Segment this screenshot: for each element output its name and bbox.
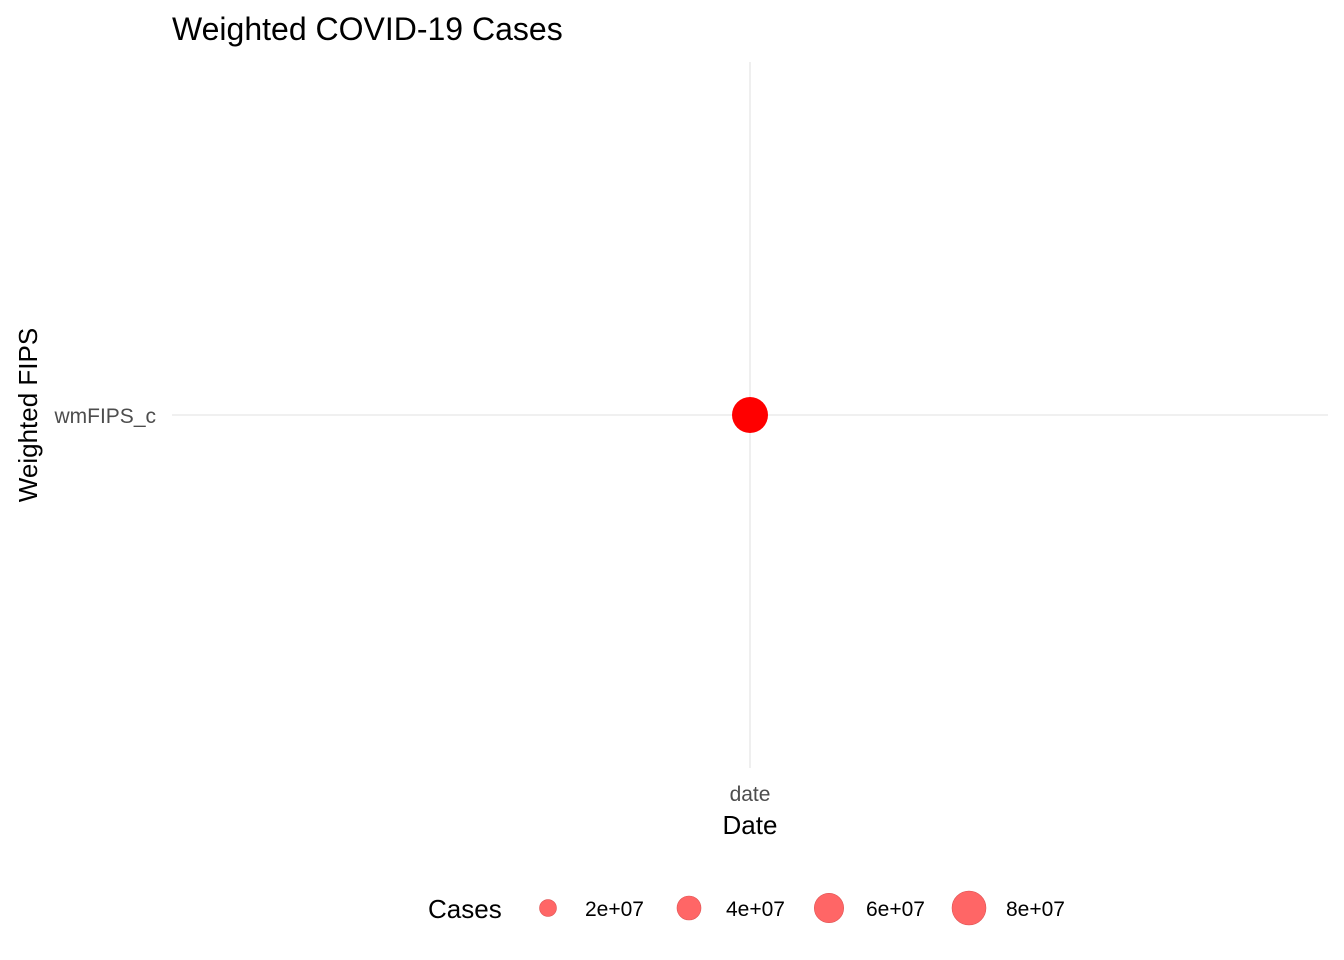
legend-key <box>951 890 987 926</box>
legend-label: 8e+07 <box>1006 898 1065 921</box>
y-axis-title: Weighted FIPS <box>13 328 43 502</box>
x-axis-title: Date <box>723 810 778 840</box>
x-tick-label: date <box>730 783 771 806</box>
legend-key <box>814 893 844 923</box>
legend-label: 4e+07 <box>726 898 785 921</box>
chart-title: Weighted COVID-19 Cases <box>172 11 563 47</box>
legend-entries: 2e+07 4e+07 6e+07 8e+07 <box>539 890 1065 926</box>
legend: Cases 2e+07 4e+07 6e+07 8e+07 <box>428 890 1065 926</box>
plot-area: date wmFIPS_c <box>53 62 1328 806</box>
legend-key <box>539 899 557 917</box>
legend-key <box>676 895 702 921</box>
legend-title: Cases <box>428 894 502 924</box>
legend-label: 6e+07 <box>866 898 925 921</box>
legend-label: 2e+07 <box>585 898 644 921</box>
y-tick-label: wmFIPS_c <box>53 405 156 428</box>
data-point <box>732 397 768 433</box>
